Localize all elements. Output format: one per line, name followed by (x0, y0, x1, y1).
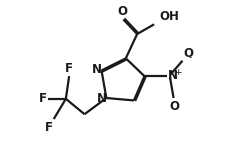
Text: O: O (183, 47, 193, 60)
Text: O: O (169, 100, 179, 113)
Text: OH: OH (159, 10, 179, 23)
Text: -: - (189, 53, 192, 62)
Text: O: O (118, 5, 128, 18)
Text: N: N (97, 92, 107, 105)
Text: F: F (65, 62, 73, 75)
Text: N: N (92, 63, 102, 76)
Text: +: + (174, 68, 181, 77)
Text: F: F (44, 121, 52, 134)
Text: N: N (168, 69, 178, 82)
Text: F: F (38, 92, 46, 105)
